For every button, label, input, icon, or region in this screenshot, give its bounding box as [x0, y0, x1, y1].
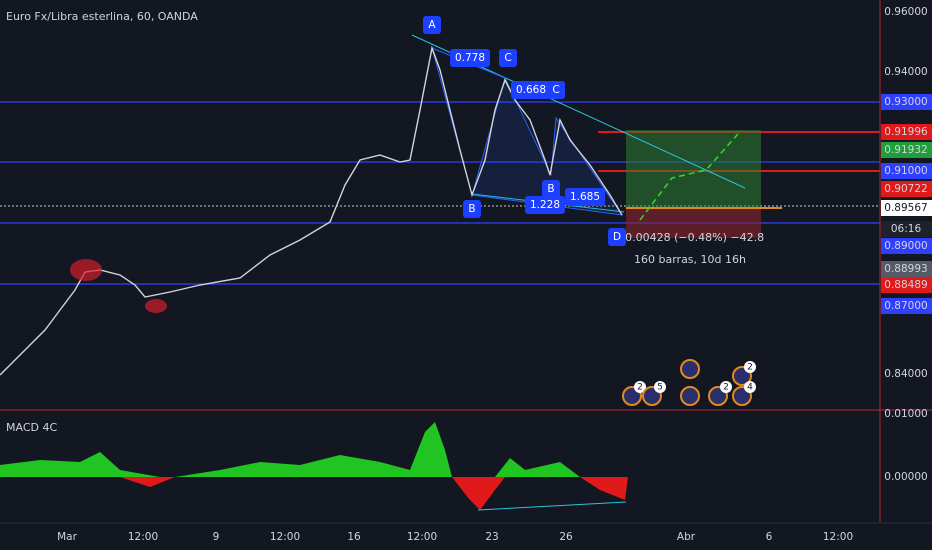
pattern-point-tag: [542, 180, 560, 198]
ratio-tag: [565, 188, 605, 206]
pattern-point-tag: [547, 81, 565, 99]
event-icon: [680, 386, 700, 406]
time-label: Abr: [677, 531, 696, 543]
time-label: 26: [559, 531, 573, 543]
price-label: 06:16: [891, 223, 922, 235]
price-tag: [881, 277, 932, 293]
price-tag: [881, 163, 932, 179]
pattern-point-label: B: [547, 183, 554, 195]
pattern-point-label: C: [552, 84, 559, 96]
price-label: 0.91000: [884, 165, 927, 177]
labels: Euro Fx/Libra esterlina, 60, OANDA MACD …: [6, 10, 764, 434]
price-label: 0.94000: [884, 66, 927, 78]
measure-span: 160 barras, 10d 16h: [634, 253, 746, 266]
price-label: 0.89567: [884, 202, 927, 214]
time-label: 16: [347, 531, 361, 543]
price-tag: [881, 142, 932, 158]
macd-axis-label: 0.00000: [884, 471, 927, 483]
event-badge: [634, 381, 646, 393]
projection-arrow: [639, 133, 739, 221]
macd-histogram: [580, 477, 628, 500]
highlight: [70, 259, 102, 281]
price-label: 0.91932: [884, 144, 927, 156]
pattern-point-tag: [499, 49, 517, 67]
macd-histogram: [452, 477, 505, 510]
event-count: 2: [723, 383, 729, 393]
pattern-point-label: D: [613, 231, 621, 243]
pattern-point-tag: [463, 200, 481, 218]
event-badge: [744, 381, 756, 393]
event-count: 5: [657, 383, 663, 393]
ratio-label: 0.668: [516, 84, 546, 96]
event-badge: [744, 361, 756, 373]
price-label: 0.84000: [884, 368, 927, 380]
pattern-point-label: B: [468, 203, 475, 215]
time-label: 12:00: [407, 531, 437, 543]
price-tag: [881, 238, 932, 254]
event-count: 4: [747, 383, 753, 393]
price-label: 0.90722: [884, 183, 927, 195]
event-badge: [720, 381, 732, 393]
pattern-point-label: A: [428, 19, 436, 31]
ratio-label: 1.685: [570, 191, 600, 203]
price-label: 0.96000: [884, 6, 927, 18]
macd-histogram: [0, 452, 160, 477]
time-label: 23: [485, 531, 498, 543]
ratio-label: 1.228: [530, 199, 560, 211]
time-label: 12:00: [823, 531, 853, 543]
event-count: 2: [637, 383, 643, 393]
price-tag: [881, 298, 932, 314]
event-badge: [654, 381, 666, 393]
time-label: 12:00: [270, 531, 300, 543]
symbol-title: Euro Fx/Libra esterlina, 60, OANDA: [6, 10, 198, 23]
price-label: 0.89000: [884, 240, 927, 252]
price-tag: [881, 261, 932, 277]
measure-change: −0.00428 (−0.48%) −42.8: [616, 231, 764, 244]
pattern-point-tag: [608, 228, 626, 246]
target-zone: [626, 130, 761, 208]
ratio-tag: [525, 196, 565, 214]
price-label: 0.88489: [884, 279, 927, 291]
time-label: 6: [766, 531, 773, 543]
event-icon: [680, 359, 700, 379]
price-label: 0.87000: [884, 300, 927, 312]
price-tag: [881, 200, 932, 216]
indicator-name: MACD 4C: [6, 421, 57, 434]
ratio-tag: [450, 49, 490, 67]
price-tag: [881, 221, 932, 237]
price-tag: [881, 94, 932, 110]
time-label: Mar: [57, 531, 77, 543]
highlight: [145, 299, 167, 313]
price-tag: [881, 181, 932, 197]
event-count: 2: [747, 363, 753, 373]
macd-histogram: [120, 477, 175, 487]
macd-histogram: [495, 458, 580, 477]
price-tag: [881, 124, 932, 140]
time-label: 12:00: [128, 531, 158, 543]
divergence-line: [477, 501, 627, 511]
macd-axis-label: 0.01000: [884, 408, 927, 420]
ratio-tag: [511, 81, 551, 99]
ratio-label: 0.778: [455, 52, 485, 64]
price-label: 0.88993: [884, 263, 927, 275]
pattern-point-tag: [423, 16, 441, 34]
price-label: 0.93000: [884, 96, 927, 108]
price-label: 0.91996: [884, 126, 928, 138]
macd-histogram: [175, 422, 452, 477]
time-label: 9: [213, 531, 220, 543]
stop-zone: [626, 208, 761, 238]
pattern-point-label: C: [504, 52, 511, 64]
